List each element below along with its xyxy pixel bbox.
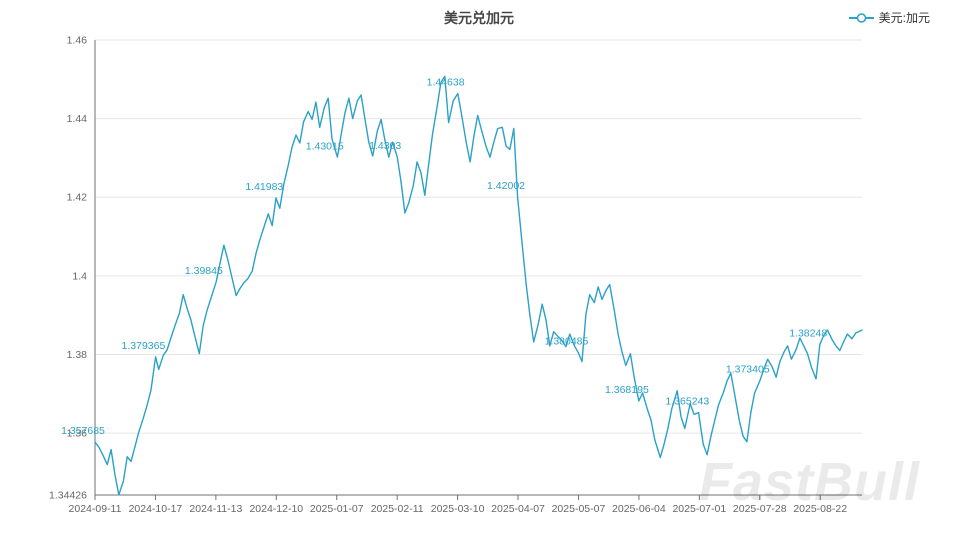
x-axis-tick-label: 2025-07-28: [733, 503, 787, 515]
data-point-label: 1.379365: [122, 340, 166, 352]
data-point-label: 1.44638: [427, 77, 465, 89]
legend-item-usdcad[interactable]: 美元:加元: [848, 9, 930, 26]
data-point-label: 1.4303: [369, 140, 401, 152]
x-axis-tick-label: 2025-03-10: [431, 503, 485, 515]
legend-label: 美元:加元: [878, 11, 930, 25]
x-axis-tick-label: 2025-01-07: [310, 503, 364, 515]
x-axis-tick-label: 2025-04-07: [491, 503, 545, 515]
data-point-label: 1.368195: [605, 384, 649, 396]
data-point-label: 1.373405: [726, 363, 770, 375]
chart-title: 美元兑加元: [444, 10, 514, 26]
data-point-label: 1.42002: [487, 180, 525, 192]
x-axis-tick-label: 2024-11-13: [189, 503, 242, 515]
x-axis-tick-label: 2024-09-11: [69, 503, 122, 515]
y-axis-tick-label: 1.46: [67, 35, 88, 47]
x-axis-tick-label: 2024-12-10: [249, 503, 303, 515]
y-axis-tick-label: 1.42: [67, 192, 88, 204]
y-axis-tick-label: 1.38: [67, 349, 88, 361]
y-axis-tick-label: 1.44: [67, 113, 88, 125]
x-axis-tick-label: 2025-06-04: [612, 503, 666, 515]
x-axis-tick-label: 2025-07-01: [672, 503, 726, 515]
legend-line-circle-icon: [848, 12, 874, 23]
x-axis-tick-label: 2025-08-22: [793, 503, 847, 515]
data-point-label: 1.365243: [665, 396, 709, 408]
y-axis-tick-label: 1.4: [72, 270, 87, 282]
data-point-label: 1.38248: [789, 328, 827, 340]
data-point-label: 1.43015: [306, 140, 344, 152]
x-axis-tick-label: 2025-05-07: [552, 503, 606, 515]
y-axis-tick-label: 1.34426: [49, 490, 87, 502]
x-axis-tick-label: 2025-02-11: [371, 503, 424, 515]
data-point-label: 1.380485: [545, 336, 589, 348]
data-point-label: 1.357685: [61, 425, 105, 437]
usdcad-price-line[interactable]: [94, 75, 863, 496]
data-point-label: 1.41983: [245, 181, 283, 193]
data-point-label: 1.39845: [185, 265, 223, 277]
x-axis-tick-label: 2024-10-17: [129, 503, 183, 515]
y-axis-tick-label: 1.36: [67, 428, 88, 440]
